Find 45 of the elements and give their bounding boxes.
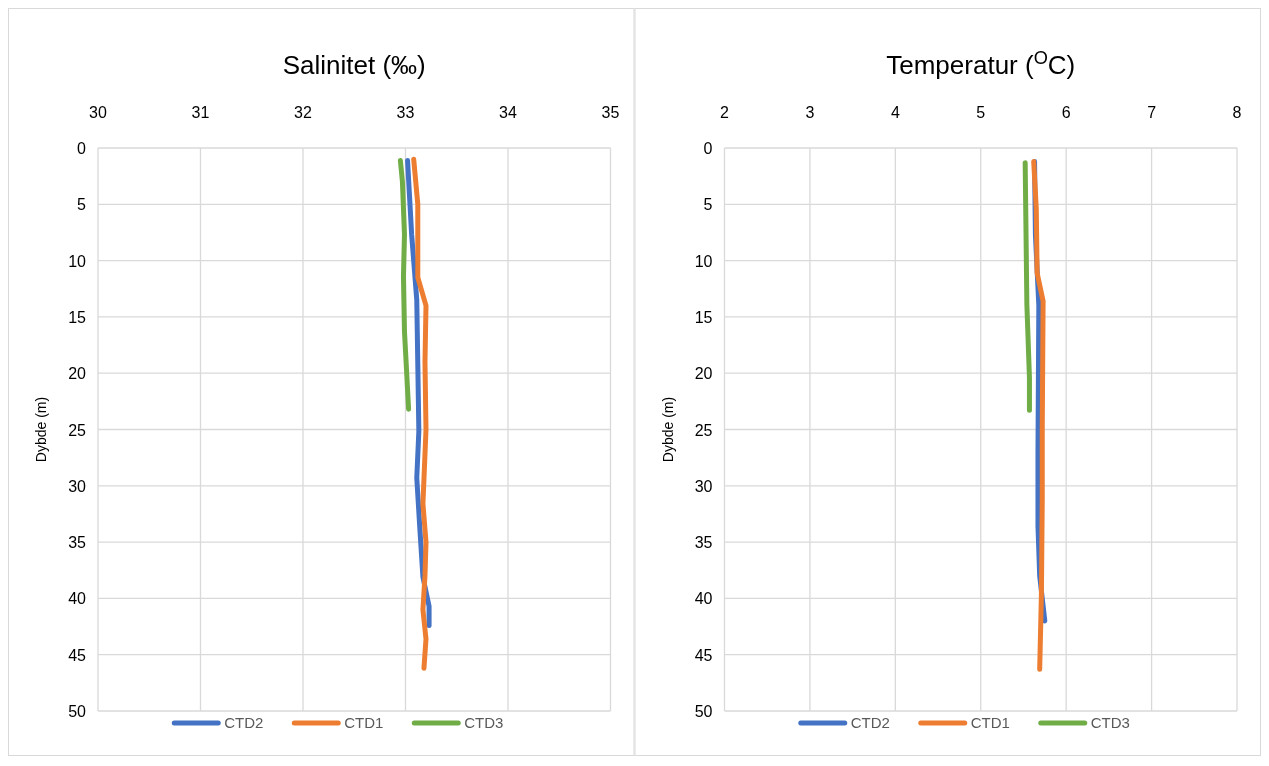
x-tick-label: 8 [1232,104,1242,121]
x-tick-label: 33 [396,104,415,121]
x-tick-label: 3 [805,104,815,121]
x-tick-label: 35 [601,104,620,121]
y-tick-label: 0 [77,140,87,157]
legend-label: CTD2 [850,714,890,731]
x-tick-label: 31 [191,104,210,121]
chart-title: Temperatur ($^{O}$C) [886,48,1076,80]
legend-label: CTD2 [224,714,264,731]
y-tick-label: 30 [68,477,87,495]
y-tick-label: 35 [68,534,87,552]
legend-label: CTD3 [1090,714,1130,731]
x-tick-label: 7 [1147,104,1157,121]
y-tick-label: 5 [703,196,713,214]
y-tick-label: 15 [694,308,713,326]
y-tick-label: 50 [694,703,713,720]
y-tick-label: 40 [694,590,713,608]
y-tick-label: 25 [694,421,713,439]
legend-label: CTD3 [464,714,504,731]
y-tick-label: 0 [703,140,713,157]
x-tick-label: 30 [89,104,107,121]
y-tick-label: 10 [694,252,713,270]
y-tick-label: 25 [68,421,87,439]
y-tick-label: 15 [68,308,87,326]
x-tick-label: 32 [294,104,312,121]
x-tick-label: 34 [499,104,517,121]
x-tick-label: 5 [976,104,986,121]
y-tick-label: 45 [694,646,713,664]
y-tick-label: 35 [694,534,713,552]
legend-label: CTD1 [970,714,1010,731]
chart-title: Salinitet (‰) [282,50,426,80]
x-tick-label: 4 [890,104,900,121]
y-axis-title: Dybde (m) [659,396,676,463]
x-tick-label: 2 [720,104,730,121]
y-tick-label: 45 [68,646,87,664]
y-tick-label: 10 [68,252,87,270]
y-tick-label: 20 [68,365,87,383]
legend-label: CTD1 [344,714,384,731]
y-tick-label: 40 [68,590,87,608]
y-tick-label: 50 [68,703,87,720]
y-tick-label: 20 [694,365,713,383]
y-tick-label: 5 [77,196,87,214]
y-tick-label: 30 [694,477,713,495]
x-tick-label: 6 [1061,104,1071,121]
y-axis-title: Dybde (m) [33,396,49,463]
